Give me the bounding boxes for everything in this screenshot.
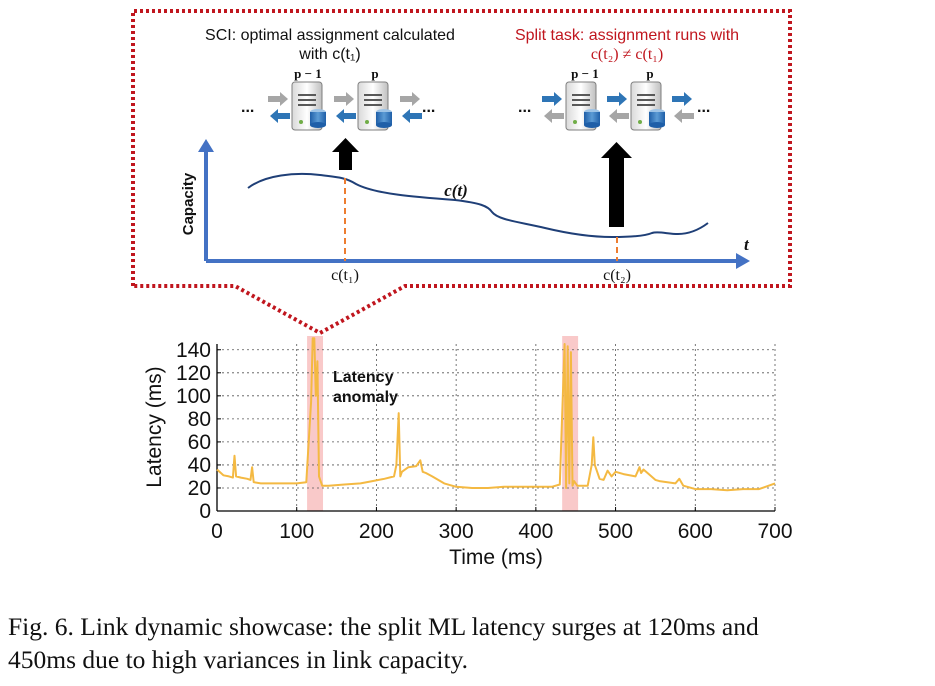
x-tick-label: 300 [439,520,474,543]
y-axis-label: Latency (ms) [143,366,166,487]
server-icon [630,81,665,131]
capacity-ylabel: Capacity [180,172,197,235]
y-tick-label: 20 [188,477,211,500]
right-node-label-cur: p [646,66,653,81]
left-ellipsis-start: ... [241,99,254,116]
x-tick-label: 100 [279,520,314,543]
y-tick-label: 80 [188,408,211,431]
right-title-line2: c(t₂) ≠ c(t₁) [591,46,663,63]
right-node-label-prev: p − 1 [571,66,599,81]
y-tick-label: 140 [176,339,211,362]
left-server-group: ... ... [241,81,435,131]
arrow-right-icon [268,92,288,106]
capacity-x-arrowhead [736,253,750,269]
left-ellipsis-end: ... [422,99,435,116]
right-ellipsis-end: ... [697,99,710,116]
caption-line1: Fig. 6. Link dynamic showcase: the split… [8,612,759,641]
left-title-line2: with c(t₁) [298,46,360,63]
capacity-y-arrowhead [198,139,214,152]
left-node-label-prev: p − 1 [294,66,322,81]
x-tick-label: 700 [757,520,792,543]
capacity-xlabel: t [744,235,750,254]
arrow-right-icon [607,92,627,106]
y-tick-label: 120 [176,362,211,385]
latency-chart: 0 100 200 300 400 500 600 700 02040608010012014… [143,336,793,569]
right-title-line1: Split task: assignment runs with [515,27,739,44]
y-gridlines [217,349,775,489]
x-tick-label: 0 [211,520,223,543]
x-tick-labels: 0 100 200 300 400 500 600 700 [211,507,793,543]
latency-series-line [216,337,776,492]
capacity-curve [247,172,709,239]
x-tick-label: 500 [598,520,633,543]
x-tick-label: 200 [359,520,394,543]
y-tick-label: 100 [176,385,211,408]
curve-label: c(t) [444,181,468,200]
x-tick-label: 400 [518,520,553,543]
arrow-left-icon [674,109,694,123]
arrow-left-icon [544,109,564,123]
anomaly-annotation-line1: Latency [333,369,394,386]
arrow-right-icon [542,92,562,106]
x-axis-label: Time (ms) [449,546,543,569]
arrow-up-icon [601,142,632,227]
y-tick-label: 0 [199,500,211,523]
arrow-right-icon [400,92,420,106]
y-tick-label: 40 [188,454,211,477]
server-icon [565,81,600,131]
left-title-line1: SCI: optimal assignment calculated [205,27,455,44]
arrow-left-icon [336,109,356,123]
inset-frame [131,9,792,336]
arrow-right-icon [334,92,354,106]
arrow-left-icon [270,109,290,123]
right-server-group: ... ... [518,81,710,131]
caption-line2: 450ms due to high variances in link capa… [8,645,469,674]
plot-frame [217,344,775,511]
right-ellipsis-start: ... [518,99,531,116]
t2-label: c(t₂) [603,267,631,284]
left-node-label-cur: p [371,66,378,81]
server-icon [357,81,392,131]
anomaly-annotation-line2: anomaly [333,389,398,406]
figure-caption: Fig. 6. Link dynamic showcase: the split… [8,610,928,676]
server-icon [291,81,326,131]
y-tick-label: 60 [188,431,211,454]
arrow-left-icon [609,109,629,123]
capacity-inset: SCI: optimal assignment calculated with … [131,9,792,336]
arrow-up-icon [332,138,359,170]
arrow-left-icon [402,109,422,123]
arrow-right-icon [672,92,692,106]
x-tick-label: 600 [678,520,713,543]
t1-label: c(t₁) [331,267,359,284]
